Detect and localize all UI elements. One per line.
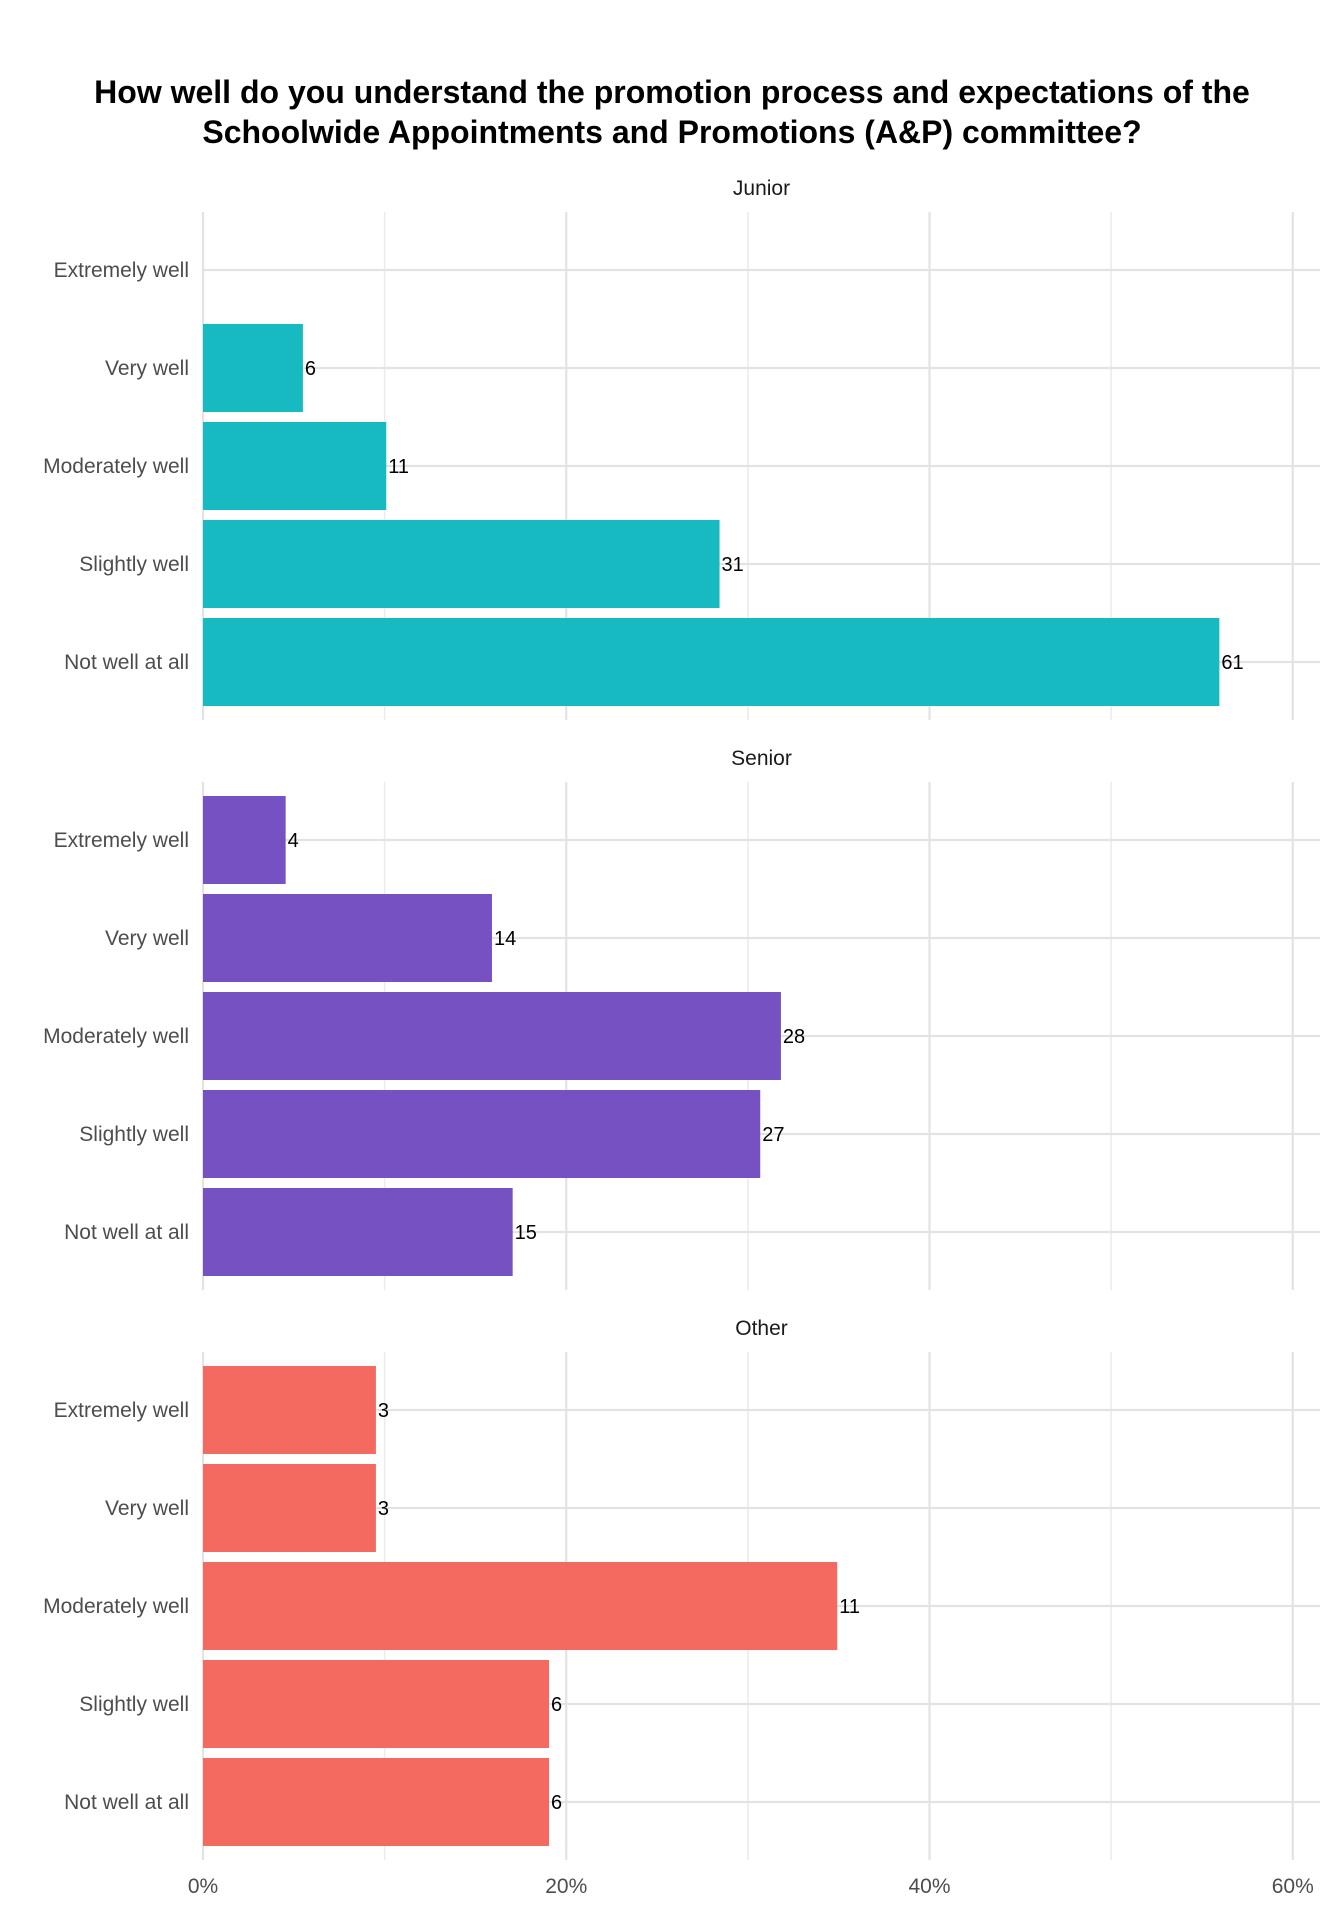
data-label: 11 (839, 1596, 860, 1618)
bar-other (203, 1464, 376, 1552)
category-label: Very well (105, 1497, 189, 1520)
bar-junior (203, 618, 1220, 706)
bar-other (203, 1366, 376, 1454)
bar-junior (203, 520, 720, 608)
category-label: Not well at all (64, 1221, 189, 1244)
data-label: 27 (762, 1124, 784, 1146)
category-label: Slightly well (79, 1693, 189, 1716)
x-tick-label: 20% (545, 1875, 587, 1898)
category-label: Moderately well (43, 455, 189, 478)
category-label: Very well (105, 357, 189, 380)
bar-other (203, 1562, 838, 1650)
data-label: 4 (288, 830, 299, 852)
category-label: Very well (105, 927, 189, 950)
data-label: 6 (551, 1792, 562, 1814)
bar-senior (203, 796, 286, 884)
data-label: 15 (515, 1222, 537, 1244)
data-label: 61 (1221, 652, 1243, 674)
chart-title-line-1: How well do you understand the promotion… (94, 74, 1250, 110)
bar-junior (203, 324, 303, 412)
category-label: Slightly well (79, 553, 189, 576)
category-label: Extremely well (54, 259, 189, 282)
data-label: 31 (722, 554, 744, 576)
data-label: 6 (305, 358, 316, 380)
category-label: Moderately well (43, 1595, 189, 1618)
chart-title-line-2: Schoolwide Appointments and Promotions (… (202, 114, 1142, 150)
bar-senior (203, 1090, 761, 1178)
facet-label-other: Other (735, 1317, 788, 1340)
data-label: 3 (378, 1498, 389, 1520)
bar-other (203, 1660, 549, 1748)
data-label: 11 (388, 456, 409, 478)
category-label: Slightly well (79, 1123, 189, 1146)
x-tick-label: 0% (188, 1875, 218, 1898)
x-tick-label: 60% (1272, 1875, 1314, 1898)
category-label: Not well at all (64, 1791, 189, 1814)
x-tick-label: 40% (908, 1875, 950, 1898)
data-label: 14 (494, 928, 516, 950)
category-label: Extremely well (54, 1399, 189, 1422)
data-label: 28 (783, 1026, 805, 1048)
bar-senior (203, 992, 781, 1080)
bar-senior (203, 1188, 513, 1276)
category-label: Extremely well (54, 829, 189, 852)
facet-label-junior: Junior (733, 177, 790, 200)
category-label: Moderately well (43, 1025, 189, 1048)
facet-label-senior: Senior (731, 747, 792, 770)
data-label: 3 (378, 1400, 389, 1422)
bar-senior (203, 894, 492, 982)
data-label: 6 (551, 1694, 562, 1716)
category-label: Not well at all (64, 651, 189, 674)
bar-other (203, 1758, 549, 1846)
bar-junior (203, 422, 387, 510)
chart-title: How well do you understand the promotion… (0, 72, 1344, 152)
